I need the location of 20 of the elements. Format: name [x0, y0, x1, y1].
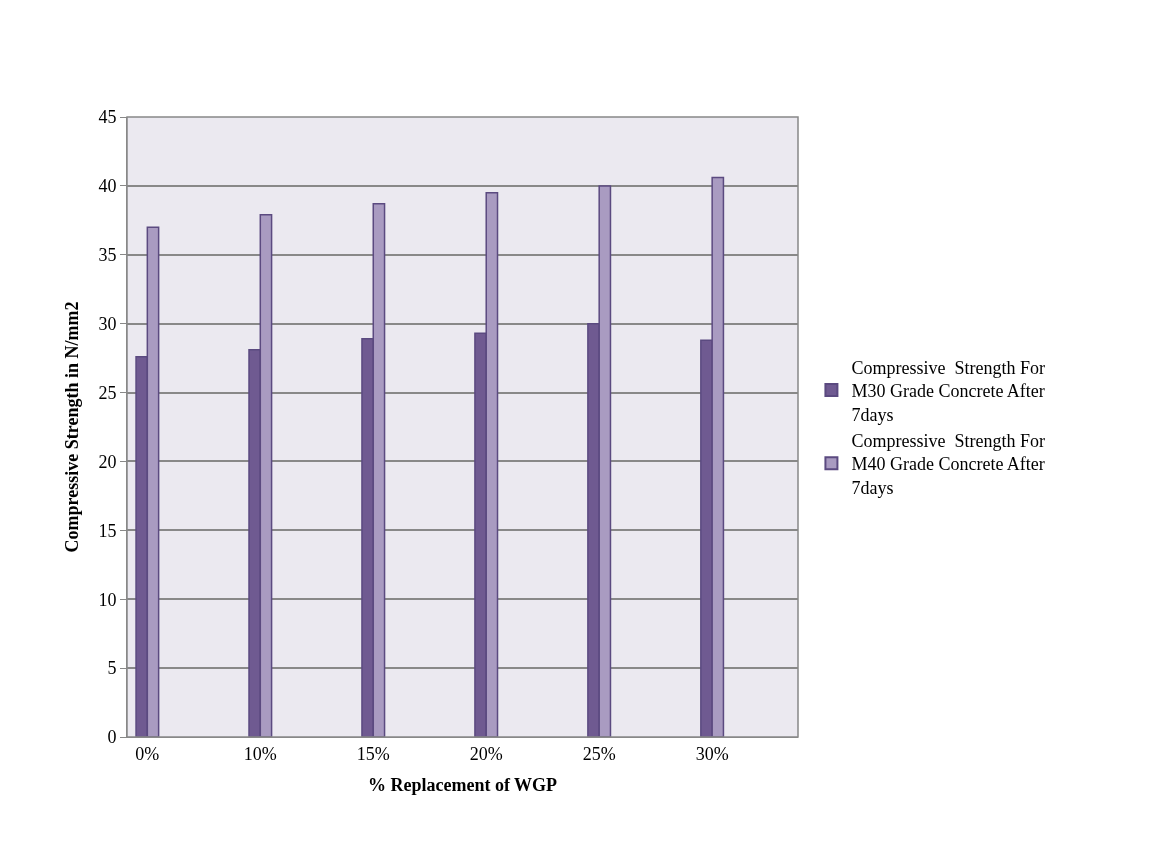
y-tick-label: 10 — [98, 589, 117, 610]
y-tick-label: 35 — [98, 245, 117, 266]
legend-label: Compressive Strength For M40 Grade Concrete After 7days — [851, 430, 1045, 498]
x-tick-label: 25% — [582, 743, 616, 764]
y-tick-label: 25 — [98, 382, 117, 403]
y-tick-label: 5 — [107, 658, 117, 679]
x-tick-label: 10% — [243, 743, 277, 764]
x-axis-title: % Replacement of WGP — [367, 774, 558, 795]
y-axis-title: Compressive Strength in N/mm2 — [61, 301, 82, 553]
x-tick-label: 0% — [135, 743, 160, 764]
y-tick-label: 20 — [98, 451, 117, 472]
y-tick-label: 40 — [98, 176, 117, 197]
x-tick-label: 30% — [695, 743, 729, 764]
x-tick-label: 20% — [469, 743, 503, 764]
legend-label: Compressive Strength For M30 Grade Concrete After 7days — [851, 357, 1045, 425]
x-tick-label: 15% — [356, 743, 390, 764]
y-tick-label: 30 — [98, 313, 117, 334]
y-tick-label: 45 — [98, 107, 117, 128]
y-tick-label: 15 — [98, 520, 117, 541]
y-tick-label: 0 — [107, 727, 117, 748]
